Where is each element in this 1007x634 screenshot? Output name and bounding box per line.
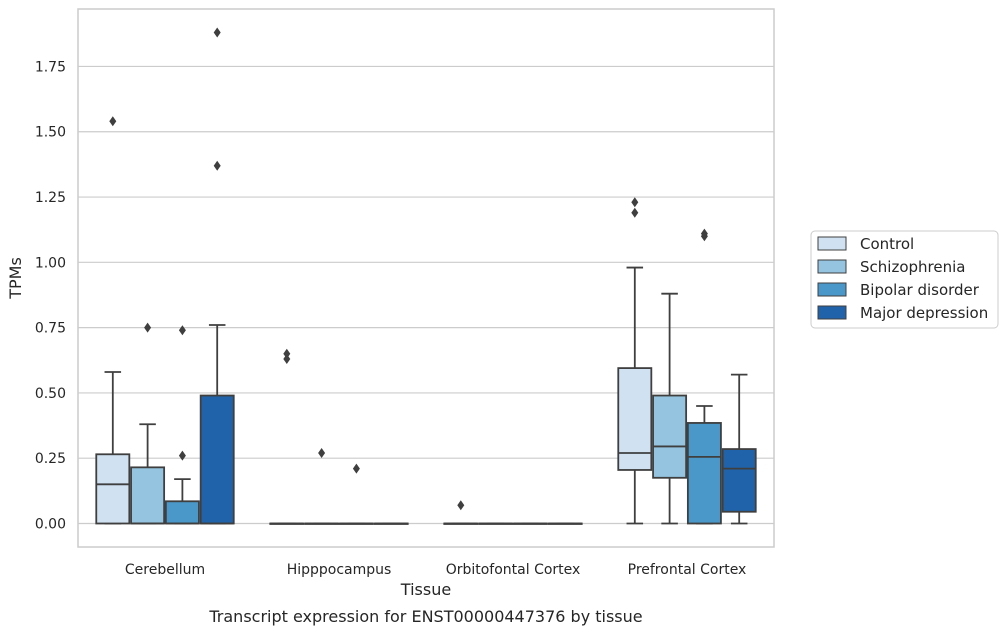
box-group	[686, 228, 722, 525]
legend-frame	[810, 230, 999, 329]
legend-label: Major depression	[860, 304, 988, 322]
y-tick-label: 1.50	[35, 125, 66, 141]
box-group	[199, 27, 235, 525]
x-axis-label: Tissue	[400, 580, 451, 599]
box	[652, 394, 688, 479]
outlier-point	[318, 447, 326, 458]
box-group	[478, 522, 514, 525]
legend-label: Control	[860, 235, 914, 253]
legend-swatch	[817, 305, 847, 320]
box	[130, 466, 166, 525]
box	[617, 367, 653, 471]
box-group	[443, 500, 479, 525]
outlier-point	[352, 463, 360, 474]
y-axis-label: TPMs	[6, 257, 25, 300]
box-group	[721, 373, 757, 525]
outlier-point	[213, 27, 221, 38]
box-group	[617, 197, 653, 525]
y-tick-label: 0.00	[35, 516, 66, 532]
outlier-point	[631, 207, 639, 218]
legend-label: Bipolar disorder	[860, 281, 980, 299]
outlier-point	[109, 116, 117, 127]
box	[164, 500, 200, 525]
y-tick-label: 0.25	[35, 451, 66, 467]
x-tick-label: Orbitofontal Cortex	[446, 562, 581, 578]
box-group	[269, 348, 305, 525]
legend: Control Schizophrenia Bipolar disorder Majo…	[810, 230, 999, 329]
x-tick-label: Prefrontal Cortex	[628, 562, 747, 578]
plot-area	[77, 8, 775, 548]
box	[199, 394, 235, 525]
box-group	[95, 116, 131, 525]
y-tick-label: 1.25	[35, 190, 66, 206]
legend-swatch	[817, 259, 847, 274]
box-group	[164, 325, 200, 525]
legend-swatch	[817, 282, 847, 297]
box-group	[304, 447, 340, 525]
y-axis: 0.00 0.25 0.50 0.75 1.00 1.25 1.50 1.75	[35, 59, 66, 532]
box-group	[338, 463, 374, 525]
box-group	[373, 522, 409, 525]
box-group	[547, 522, 583, 525]
outlier-point	[144, 322, 152, 333]
box	[721, 448, 757, 513]
box-group	[652, 292, 688, 525]
box-group	[130, 322, 166, 525]
x-axis: Cerebellum Hipppocampus Orbitofontal Corte…	[125, 562, 746, 578]
box	[686, 422, 722, 525]
x-tick-label: Cerebellum	[125, 562, 205, 578]
box	[95, 453, 131, 525]
legend-swatch	[817, 236, 847, 251]
legend-label: Schizophrenia	[860, 258, 965, 276]
outlier-point	[178, 450, 186, 461]
box-group	[512, 522, 548, 525]
outlier-point	[631, 197, 639, 208]
boxes	[95, 27, 757, 525]
y-tick-label: 0.75	[35, 321, 66, 337]
x-tick-label: Hipppocampus	[287, 562, 392, 578]
outlier-point	[178, 325, 186, 336]
outlier-point	[283, 348, 291, 359]
y-tick-label: 0.50	[35, 386, 66, 402]
outlier-point	[457, 500, 465, 511]
y-tick-label: 1.75	[35, 59, 66, 75]
outlier-point	[213, 160, 221, 171]
plot-frame	[77, 8, 775, 548]
y-tick-label: 1.00	[35, 255, 66, 271]
outlier-point	[700, 228, 708, 239]
chart-caption: Transcript expression for ENST0000044737…	[208, 607, 642, 626]
outlier-point	[283, 353, 291, 364]
